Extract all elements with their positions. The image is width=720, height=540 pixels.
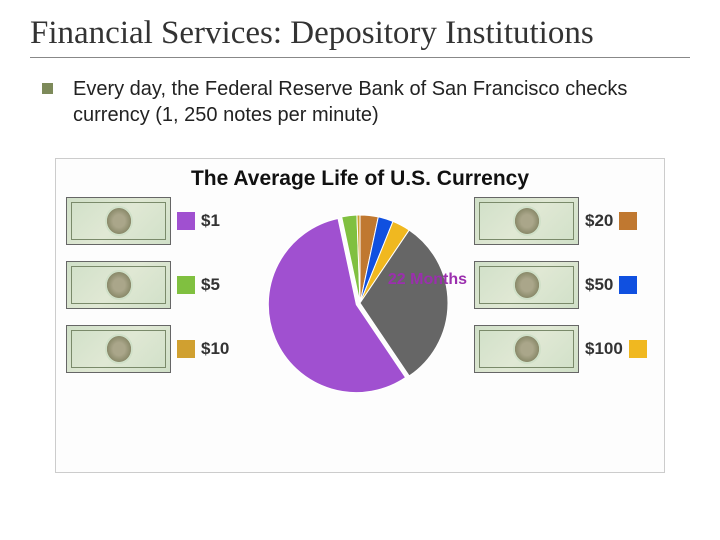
bill-5-image — [66, 261, 171, 309]
chart-container: The Average Life of U.S. Currency $1 $5 … — [55, 158, 665, 473]
swatch-100 — [629, 340, 647, 358]
bullet-icon — [42, 83, 53, 94]
bill-100-image — [474, 325, 579, 373]
denom-100: $100 — [474, 325, 654, 373]
center-column: 22 Months — [255, 197, 465, 393]
swatch-50 — [619, 276, 637, 294]
label-100: $100 — [585, 339, 623, 359]
denom-20: $20 — [474, 197, 654, 245]
denom-50: $50 — [474, 261, 654, 309]
label-5: $5 — [201, 275, 220, 295]
bill-20-image — [474, 197, 579, 245]
label-20: $20 — [585, 211, 613, 231]
selected-slice-label: 22 Months — [388, 271, 467, 289]
left-column: $1 $5 $10 — [66, 197, 246, 393]
swatch-5 — [177, 276, 195, 294]
swatch-1 — [177, 212, 195, 230]
label-1: $1 — [201, 211, 220, 231]
label-50: $50 — [585, 275, 613, 295]
slide-title: Financial Services: Depository Instituti… — [30, 15, 690, 58]
bill-10-image — [66, 325, 171, 373]
bullet-row: Every day, the Federal Reserve Bank of S… — [42, 76, 690, 128]
chart-title: The Average Life of U.S. Currency — [56, 159, 664, 197]
swatch-10 — [177, 340, 195, 358]
bill-1-image — [66, 197, 171, 245]
denom-1: $1 — [66, 197, 246, 245]
denom-5: $5 — [66, 261, 246, 309]
right-column: $20 $50 $100 — [474, 197, 654, 393]
label-10: $10 — [201, 339, 229, 359]
swatch-20 — [619, 212, 637, 230]
pie-chart: 22 Months — [265, 203, 455, 393]
bill-50-image — [474, 261, 579, 309]
bullet-text: Every day, the Federal Reserve Bank of S… — [73, 76, 690, 128]
chart-body: $1 $5 $10 22 Months — [56, 197, 664, 393]
denom-10: $10 — [66, 325, 246, 373]
